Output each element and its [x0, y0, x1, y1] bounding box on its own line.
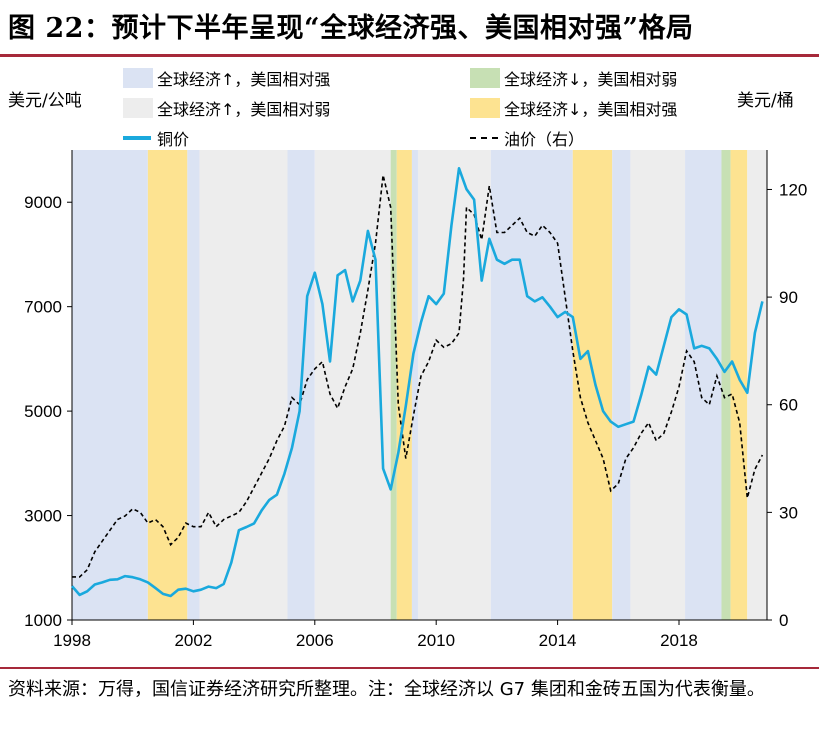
- legend-label: 油价（右）: [504, 130, 585, 149]
- series-oil-price: [72, 174, 764, 578]
- legend-item-strong-weak: 全球经济↑，美国相对弱: [123, 96, 330, 120]
- legend-item-strong-strong: 全球经济↑，美国相对强: [123, 66, 330, 90]
- legend-swatch: [123, 98, 153, 118]
- x-tick-label: 2018: [660, 631, 698, 650]
- source-note: 资料来源：万得，国信证券经济研究所整理。注：全球经济以 G7 集团和金砖五国为代…: [8, 679, 765, 700]
- legend-item-oil: 油价（右）: [470, 126, 584, 150]
- legend-label: 全球经济↓，美国相对强: [504, 100, 678, 119]
- phase-band-3: [199, 150, 288, 620]
- legend-swatch: [123, 136, 151, 140]
- legend-label: 全球经济↑，美国相对弱: [157, 100, 331, 119]
- phase-band-14: [685, 150, 722, 620]
- phase-band-10: [490, 150, 573, 620]
- left-tick-label: 5000: [24, 402, 62, 421]
- left-tick-label: 3000: [24, 507, 62, 526]
- phase-band-1: [147, 150, 188, 620]
- phase-band-9: [417, 150, 491, 620]
- x-tick-label: 1998: [53, 631, 91, 650]
- phase-band-6: [390, 150, 397, 620]
- legend-label: 全球经济↓，美国相对弱: [504, 70, 678, 89]
- phase-band-2: [187, 150, 200, 620]
- legend-label: 全球经济↑，美国相对强: [157, 70, 331, 89]
- legend-swatch: [470, 68, 500, 88]
- legend-label: 铜价: [157, 130, 190, 149]
- legend-swatch: [470, 137, 498, 139]
- x-tick-label: 2002: [174, 631, 212, 650]
- phase-band-0: [72, 150, 148, 620]
- x-tick-label: 2006: [296, 631, 334, 650]
- right-tick-label: 0: [779, 611, 788, 630]
- right-tick-label: 90: [779, 288, 798, 307]
- legend-item-weak-weak: 全球经济↓，美国相对弱: [470, 66, 677, 90]
- phase-band-13: [630, 150, 686, 620]
- phase-band-15: [721, 150, 731, 620]
- right-tick-label: 60: [779, 396, 798, 415]
- left-axis-unit: 美元/公吨: [8, 91, 82, 111]
- right-tick-label: 30: [779, 503, 798, 522]
- legend-swatch: [470, 98, 500, 118]
- left-tick-label: 7000: [24, 298, 62, 317]
- title-rule: [0, 54, 819, 57]
- legend-swatch: [123, 68, 153, 88]
- phase-band-11: [572, 150, 613, 620]
- left-tick-label: 1000: [24, 611, 62, 630]
- legend-item-weak-strong: 全球经济↓，美国相对强: [470, 96, 677, 120]
- x-tick-label: 2010: [417, 631, 455, 650]
- phase-band-16: [730, 150, 748, 620]
- series-copper-price: [71, 167, 764, 598]
- phase-band-17: [747, 150, 767, 620]
- phase-band-12: [612, 150, 631, 620]
- right-axis-unit: 美元/桶: [737, 91, 794, 111]
- phase-band-8: [411, 150, 418, 620]
- left-tick-label: 9000: [24, 193, 62, 212]
- x-tick-label: 2014: [539, 631, 577, 650]
- chart-title: 图 22：预计下半年呈现“全球经济强、美国相对强”格局: [8, 13, 694, 44]
- phase-band-7: [396, 150, 412, 620]
- footer-rule: [0, 667, 819, 669]
- legend-item-copper: 铜价: [123, 126, 189, 150]
- right-tick-label: 120: [779, 180, 807, 199]
